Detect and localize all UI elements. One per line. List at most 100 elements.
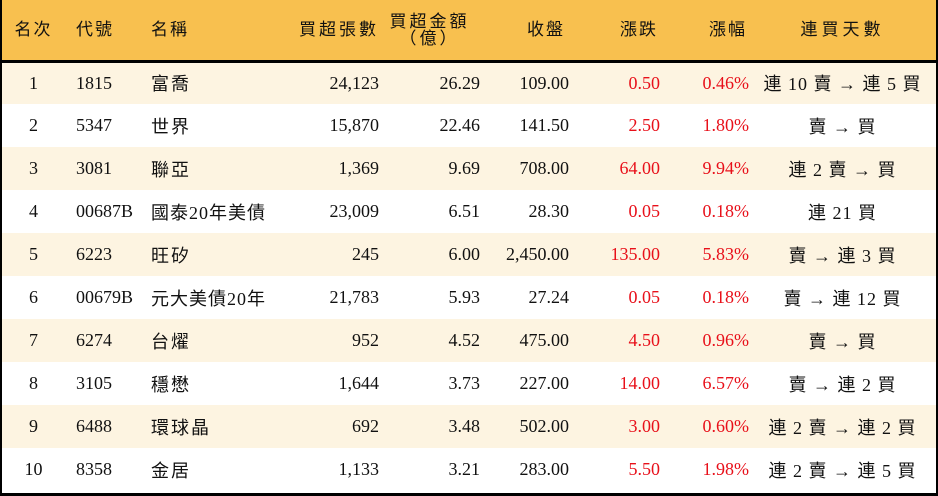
header-rank: 名次: [2, 0, 65, 63]
streak-cell: 連 2 賣 → 連 2 買: [768, 417, 917, 438]
header-streak: 連買天數: [749, 0, 936, 63]
change-cell: 135.00: [610, 244, 661, 264]
change-pct-cell: 0.46%: [702, 72, 750, 93]
change-pct-cell: 1.80%: [702, 115, 750, 135]
net-buy-amount-cell: 3.48: [448, 416, 481, 436]
net-buy-amount-cell: 9.69: [448, 158, 481, 178]
streak-cell: 賣 → 買: [808, 331, 877, 352]
net-buy-lots-cell: 952: [352, 330, 379, 350]
net-buy-lots-cell: 15,870: [329, 115, 380, 135]
name-cell: 金居: [151, 460, 191, 481]
code-cell: 6488: [76, 416, 112, 436]
rank-cell: 1: [29, 72, 38, 93]
rank-cell: 3: [29, 158, 38, 178]
streak-cell: 賣 → 買: [808, 116, 877, 137]
table-row[interactable]: 7 6274 台燿 952 4.52 475.00 4.50 0.96% 賣 →…: [2, 319, 936, 362]
rank-cell: 7: [29, 330, 38, 350]
name-cell: 穩懋: [151, 374, 191, 395]
code-cell: 8358: [76, 459, 112, 479]
net-buy-lots-cell: 1,369: [338, 158, 380, 178]
code-cell: 3081: [76, 158, 112, 178]
close-cell: 283.00: [519, 459, 570, 479]
change-pct-cell: 0.60%: [702, 416, 750, 436]
table-row[interactable]: 1 1815 富喬 24,123 26.29 109.00 0.50 0.46%…: [2, 61, 936, 104]
code-cell: 3105: [76, 373, 112, 393]
header-net-buy-lots: 買超張數: [285, 0, 379, 63]
change-cell: 3.00: [628, 416, 661, 436]
table-header-row: 名次 代號 名稱 買超張數 買超金額 （億） 收盤 漲跌 漲幅 連買天數: [2, 0, 936, 63]
header-close: 收盤: [480, 0, 569, 63]
table-row[interactable]: 6 00679B 元大美債20年 21,783 5.93 27.24 0.05 …: [2, 276, 936, 319]
close-cell: 28.30: [528, 201, 570, 221]
code-cell: 6274: [76, 330, 112, 350]
name-cell: 元大美債20年: [151, 288, 266, 309]
net-buy-lots-cell: 1,133: [338, 459, 380, 479]
change-pct-cell: 1.98%: [702, 459, 750, 479]
rank-cell: 10: [24, 459, 43, 479]
net-buy-amount-cell: 4.52: [448, 330, 481, 350]
table-row[interactable]: 3 3081 聯亞 1,369 9.69 708.00 64.00 9.94% …: [2, 147, 936, 190]
close-cell: 227.00: [519, 373, 570, 393]
code-cell: 6223: [76, 244, 112, 264]
rank-cell: 8: [29, 373, 38, 393]
code-cell: 00687B: [76, 201, 134, 221]
change-pct-cell: 6.57%: [702, 373, 750, 393]
change-pct-cell: 5.83%: [702, 244, 750, 264]
streak-cell: 賣 → 連 3 買: [788, 245, 897, 266]
net-buy-amount-cell: 22.46: [439, 115, 481, 135]
streak-cell: 賣 → 連 2 買: [788, 374, 897, 395]
table-row[interactable]: 10 8358 金居 1,133 3.21 283.00 5.50 1.98% …: [2, 448, 936, 491]
streak-cell: 連 10 賣 → 連 5 買: [763, 74, 922, 95]
net-buy-amount-cell: 5.93: [448, 287, 481, 307]
header-net-buy-amount-line2: （億）: [399, 28, 460, 48]
net-buy-lots-cell: 23,009: [329, 201, 380, 221]
change-cell: 4.50: [628, 330, 661, 350]
table-row[interactable]: 2 5347 世界 15,870 22.46 141.50 2.50 1.80%…: [2, 104, 936, 147]
table-row[interactable]: 4 00687B 國泰20年美債 23,009 6.51 28.30 0.05 …: [2, 190, 936, 233]
net-buy-amount-cell: 6.00: [448, 244, 481, 264]
streak-cell: 連 2 賣 → 連 5 買: [768, 460, 917, 481]
rank-cell: 5: [29, 244, 38, 264]
name-cell: 環球晶: [151, 417, 211, 438]
header-change: 漲跌: [569, 0, 660, 63]
close-cell: 109.00: [519, 72, 570, 93]
net-buy-lots-cell: 692: [352, 416, 379, 436]
net-buy-lots-cell: 245: [352, 244, 379, 264]
net-buy-amount-cell: 3.73: [448, 373, 481, 393]
close-cell: 27.24: [528, 287, 570, 307]
header-change-pct: 漲幅: [660, 0, 749, 63]
change-cell: 5.50: [628, 459, 661, 479]
streak-cell: 賣 → 連 12 買: [783, 288, 902, 309]
net-buy-amount-cell: 6.51: [448, 201, 481, 221]
net-buy-amount-cell: 3.21: [448, 459, 481, 479]
header-code: 代號: [65, 0, 145, 63]
change-cell: 0.05: [628, 201, 661, 221]
net-buy-lots-cell: 24,123: [329, 72, 380, 93]
name-cell: 世界: [151, 116, 191, 137]
change-cell: 0.50: [628, 72, 661, 93]
close-cell: 502.00: [519, 416, 570, 436]
code-cell: 5347: [76, 115, 112, 135]
code-cell: 1815: [76, 72, 112, 93]
table-row[interactable]: 8 3105 穩懋 1,644 3.73 227.00 14.00 6.57% …: [2, 362, 936, 405]
close-cell: 2,450.00: [506, 244, 569, 264]
change-cell: 14.00: [619, 373, 661, 393]
name-cell: 旺矽: [151, 245, 191, 266]
header-name: 名稱: [145, 0, 285, 63]
rank-cell: 9: [29, 416, 38, 436]
table-row[interactable]: 9 6488 環球晶 692 3.48 502.00 3.00 0.60% 連 …: [2, 405, 936, 448]
change-cell: 0.05: [628, 287, 661, 307]
change-pct-cell: 9.94%: [702, 158, 750, 178]
name-cell: 國泰20年美債: [151, 202, 266, 223]
table-row[interactable]: 5 6223 旺矽 245 6.00 2,450.00 135.00 5.83%…: [2, 233, 936, 276]
header-net-buy-amount: 買超金額 （億）: [379, 0, 480, 63]
close-cell: 141.50: [519, 115, 570, 135]
change-cell: 2.50: [628, 115, 661, 135]
change-pct-cell: 0.96%: [702, 330, 750, 350]
name-cell: 台燿: [151, 331, 191, 352]
rank-cell: 6: [29, 287, 38, 307]
header-net-buy-amount-line1: 買超金額: [389, 11, 470, 31]
change-pct-cell: 0.18%: [702, 201, 750, 221]
